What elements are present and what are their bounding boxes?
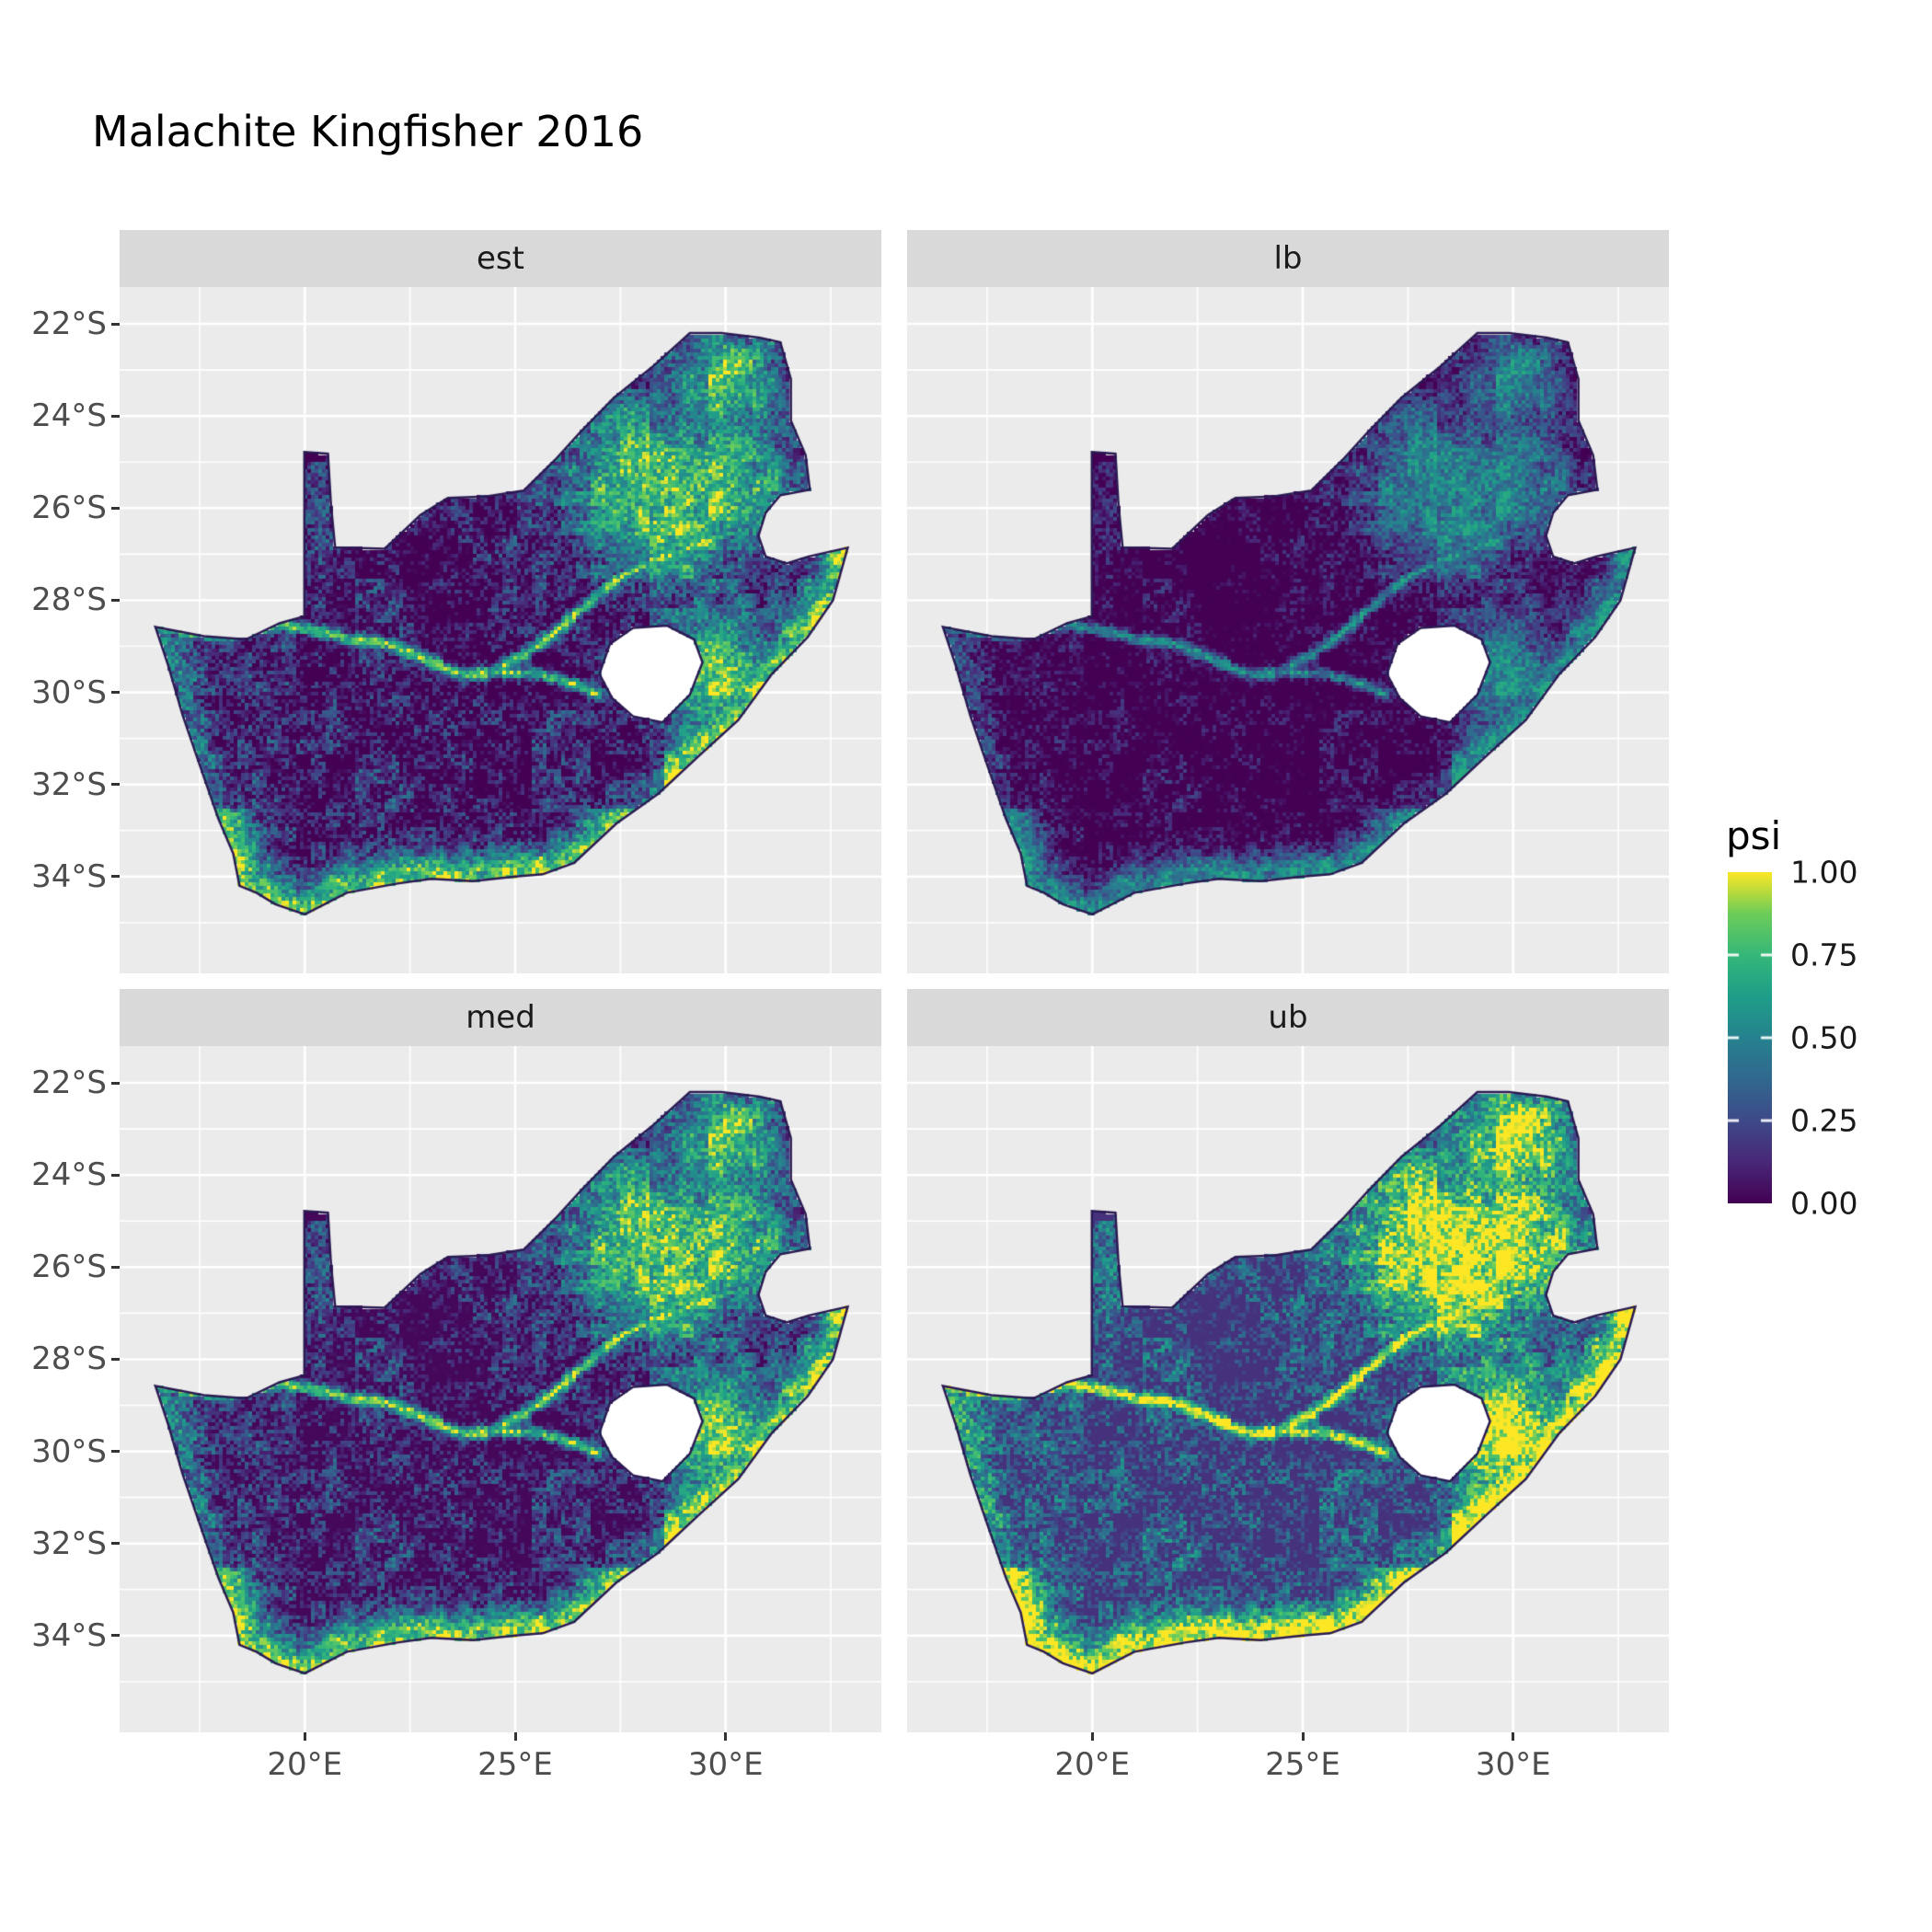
y-tick-label: 24°S [31, 1156, 107, 1194]
x-tick-mark [303, 1732, 306, 1741]
legend-tick-label: 0.25 [1790, 1102, 1858, 1139]
facet-strip-est: est [120, 230, 881, 287]
facet-strip-med: med [120, 989, 881, 1046]
x-tick-mark [513, 1732, 517, 1741]
legend-title: psi [1726, 813, 1782, 858]
legend-tick-label: 0.50 [1790, 1019, 1858, 1056]
x-tick-label: 20°E [267, 1746, 343, 1783]
y-tick-mark [111, 322, 120, 326]
y-tick-mark [111, 1542, 120, 1546]
y-tick-label: 26°S [31, 1248, 107, 1286]
y-tick-mark [111, 506, 120, 510]
map-panel-lb [907, 287, 1669, 973]
facet-strip-ub: ub [907, 989, 1669, 1046]
x-tick-label: 30°E [1475, 1746, 1551, 1783]
y-tick-mark [111, 783, 120, 787]
legend-tick-label: 0.00 [1790, 1185, 1858, 1222]
map-panel-med [120, 1046, 881, 1732]
y-tick-mark [111, 1081, 120, 1085]
y-tick-label: 22°S [31, 305, 107, 343]
y-tick-label: 32°S [31, 765, 107, 803]
x-tick-mark [1301, 1732, 1305, 1741]
y-tick-mark [111, 1265, 120, 1269]
y-tick-mark [111, 1357, 120, 1361]
facet-ub: ub [907, 989, 1669, 1732]
y-tick-mark [111, 875, 120, 879]
y-tick-mark [111, 1173, 120, 1177]
y-tick-label: 30°S [31, 673, 107, 711]
y-tick-mark [111, 414, 120, 418]
x-tick-label: 20°E [1054, 1746, 1131, 1783]
facet-est: est [120, 230, 881, 973]
facet-med: med [120, 989, 881, 1732]
plot-title: Malachite Kingfisher 2016 [92, 107, 644, 156]
facet-strip-lb: lb [907, 230, 1669, 287]
y-tick-label: 34°S [31, 857, 107, 895]
y-tick-label: 24°S [31, 397, 107, 435]
x-tick-label: 25°E [477, 1746, 553, 1783]
y-tick-mark [111, 691, 120, 695]
x-tick-label: 25°E [1265, 1746, 1340, 1783]
y-tick-label: 30°S [31, 1432, 107, 1470]
x-tick-mark [724, 1732, 728, 1741]
map-panel-ub [907, 1046, 1669, 1732]
legend-colorbar [1728, 872, 1772, 1203]
y-tick-label: 32°S [31, 1524, 107, 1562]
y-tick-mark [111, 1634, 120, 1638]
y-tick-label: 22°S [31, 1064, 107, 1102]
legend-tick-label: 1.00 [1790, 854, 1858, 891]
x-tick-mark [1512, 1732, 1515, 1741]
x-tick-label: 30°E [687, 1746, 764, 1783]
y-tick-label: 34°S [31, 1616, 107, 1654]
y-tick-label: 28°S [31, 581, 107, 619]
y-tick-mark [111, 598, 120, 602]
y-tick-label: 26°S [31, 489, 107, 527]
y-tick-label: 28°S [31, 1340, 107, 1378]
y-tick-mark [111, 1450, 120, 1454]
x-tick-mark [1090, 1732, 1094, 1741]
facet-lb: lb [907, 230, 1669, 973]
legend-tick-label: 0.75 [1790, 937, 1858, 973]
map-panel-est [120, 287, 881, 973]
